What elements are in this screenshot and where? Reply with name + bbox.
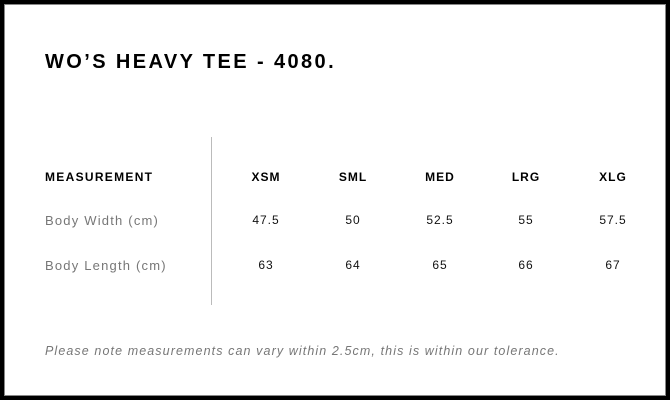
table-cell: 52.5 — [426, 213, 454, 227]
size-header-med: MED — [425, 170, 455, 184]
table-cell: 47.5 — [252, 213, 280, 227]
measurement-header: MEASUREMENT — [45, 170, 154, 184]
table-cell: 55 — [518, 213, 534, 227]
tolerance-note: Please note measurements can vary within… — [45, 344, 560, 358]
row-label-body-width: Body Width (cm) — [45, 213, 160, 228]
size-header-xlg: XLG — [599, 170, 627, 184]
table-cell: 64 — [345, 258, 361, 272]
row-label-body-length: Body Length (cm) — [45, 258, 167, 273]
table-cell: 67 — [605, 258, 621, 272]
table-cell: 50 — [345, 213, 361, 227]
size-header-lrg: LRG — [511, 170, 541, 184]
size-header-sml: SML — [338, 170, 368, 184]
column-divider — [211, 137, 212, 305]
size-header-xsm: XSM — [251, 170, 281, 184]
table-cell: 65 — [432, 258, 448, 272]
table-cell: 66 — [518, 258, 534, 272]
page-title: WO’S HEAVY TEE - 4080. — [45, 51, 337, 73]
inner-border — [4, 4, 666, 396]
table-cell: 63 — [258, 258, 274, 272]
table-cell: 57.5 — [599, 213, 627, 227]
